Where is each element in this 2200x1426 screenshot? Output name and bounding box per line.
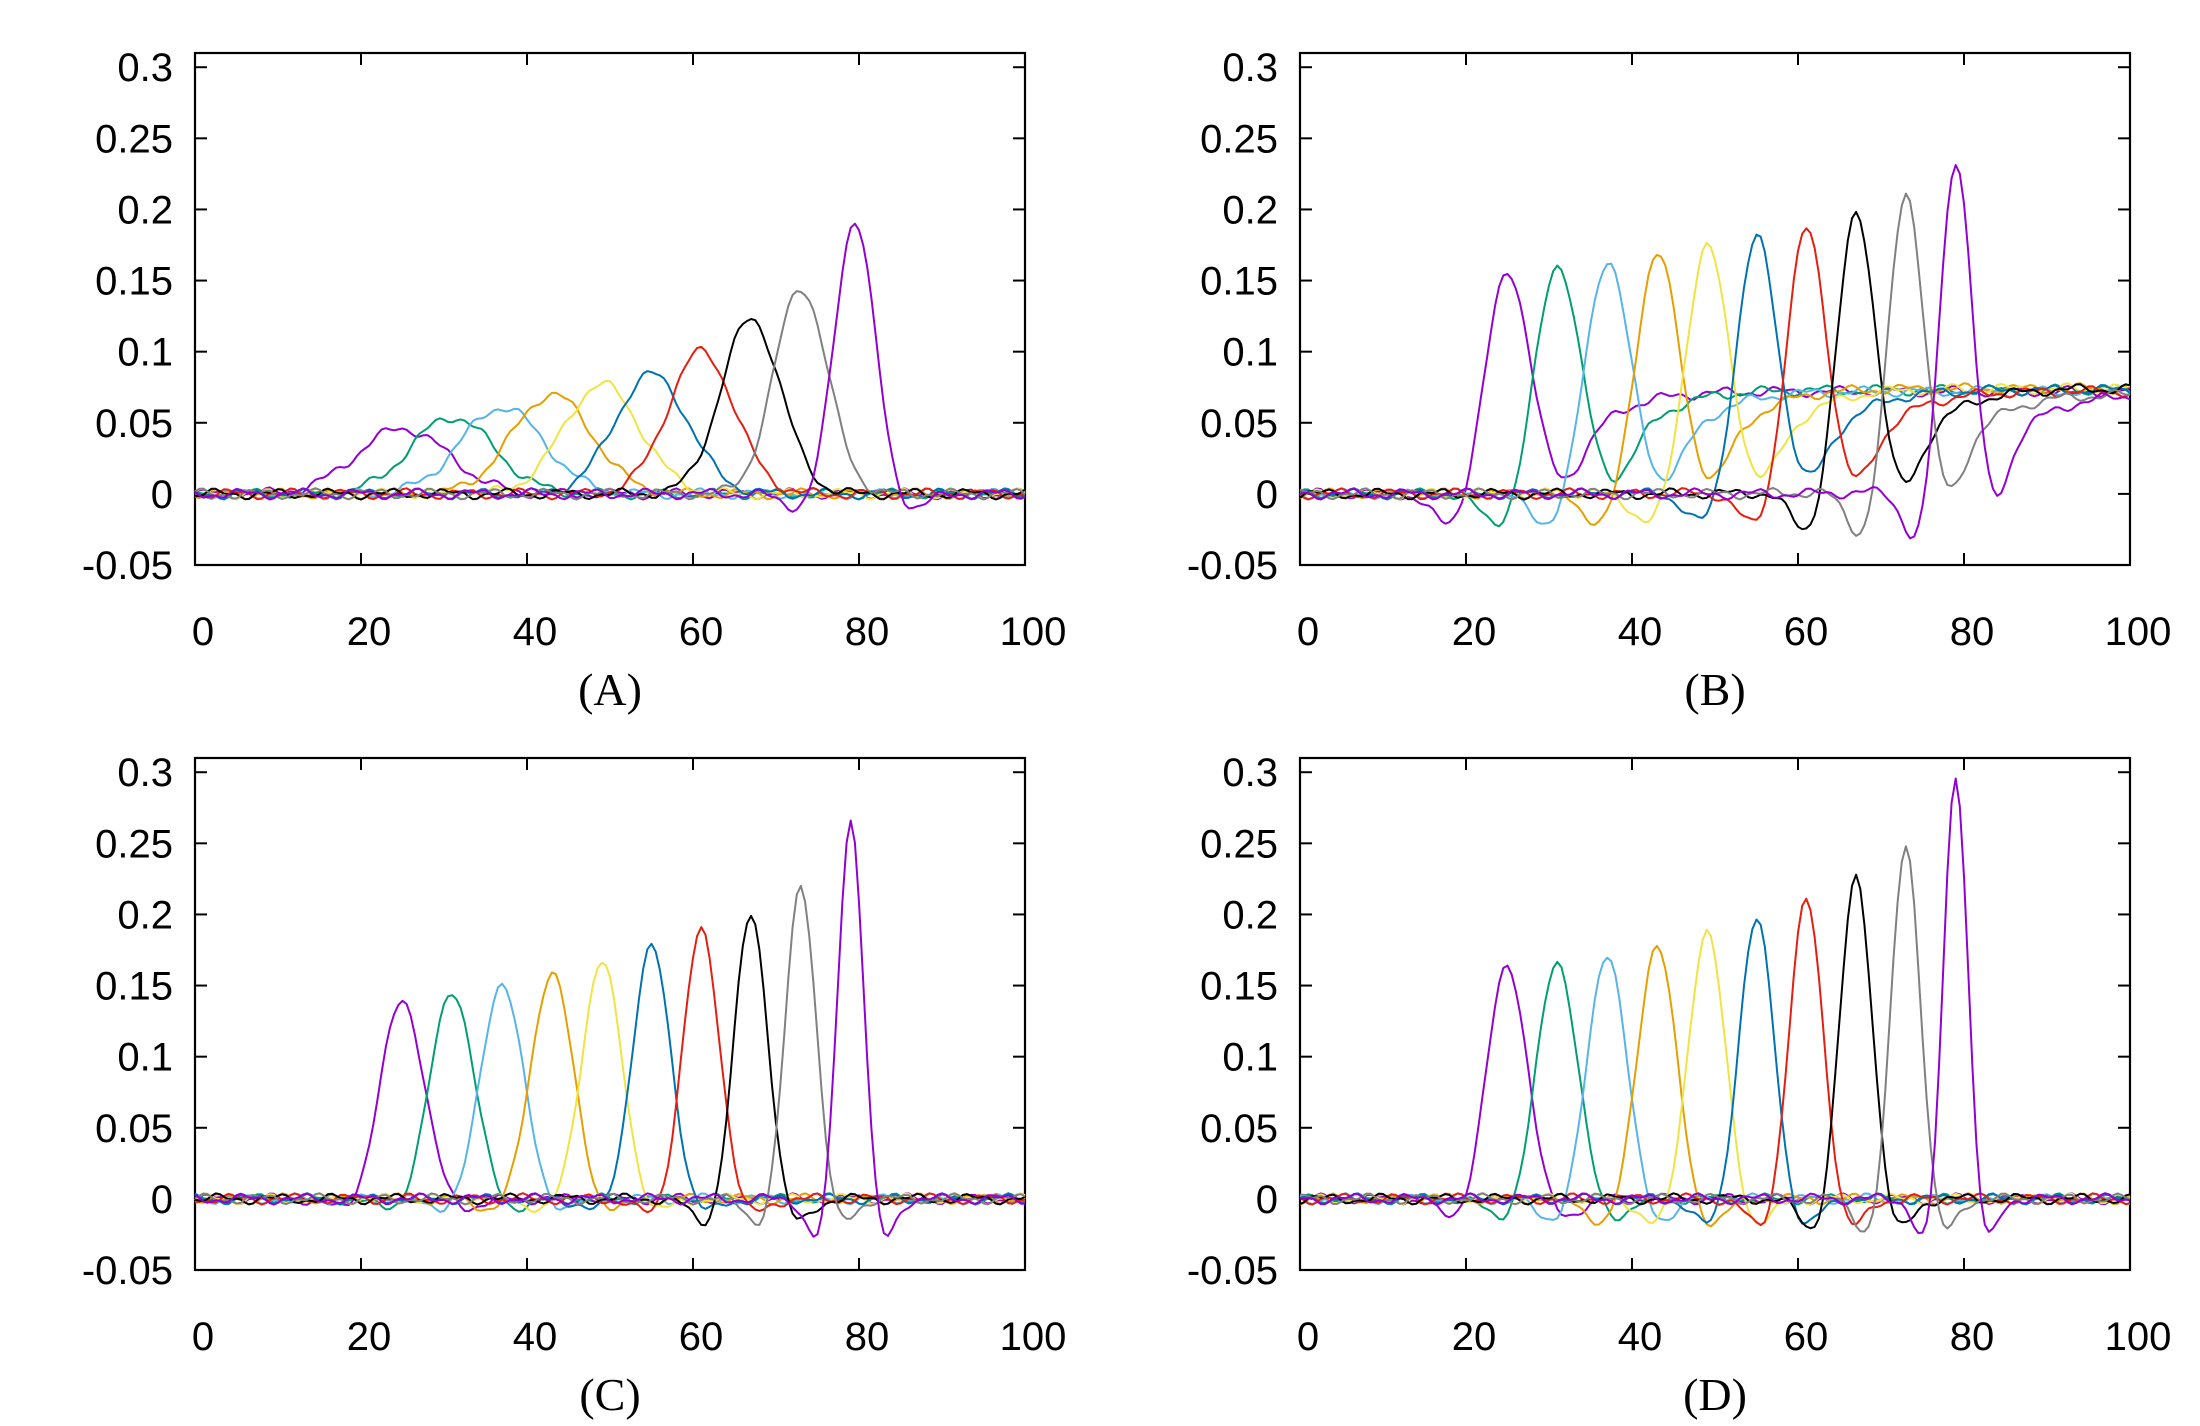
x-tick-label: 80	[845, 1315, 890, 1359]
y-tick-label: 0.25	[95, 822, 173, 866]
panel-label: (C)	[579, 1369, 640, 1420]
series-layer	[194, 819, 1026, 1238]
y-tick-label: 0.15	[95, 965, 173, 1009]
x-tick-label: 80	[1950, 1315, 1995, 1359]
y-tick-label: 0	[1256, 473, 1278, 517]
y-tick-label: 0.15	[1200, 260, 1278, 304]
panel-d: 0.3 0.25 0.2 0.15 0.1 0.05 0 -0.05 0 20 …	[1187, 751, 2172, 1420]
y-tick-label: 0.2	[117, 188, 173, 232]
axis-ticks	[1299, 53, 2131, 566]
series-line-s10	[1299, 777, 2131, 1234]
series-line-s9	[1299, 192, 2131, 537]
y-tick-labels: 0.3 0.25 0.2 0.15 0.1 0.05 0 -0.05	[1187, 46, 1278, 588]
series-line-s9	[194, 884, 1026, 1226]
y-tick-label: 0.1	[117, 331, 173, 375]
series-layer	[1299, 164, 2131, 540]
y-tick-label: -0.05	[1187, 1249, 1278, 1293]
x-tick-labels: 0 20 40 60 80 100	[192, 610, 1067, 654]
y-tick-label: 0.1	[117, 1036, 173, 1080]
x-tick-label: 60	[679, 1315, 724, 1359]
x-tick-label: 40	[513, 1315, 558, 1359]
y-tick-label: -0.05	[1187, 544, 1278, 588]
series-line-s10	[194, 222, 1026, 513]
plot-frame	[1298, 756, 2132, 1272]
x-tick-label: 100	[1000, 1315, 1067, 1359]
x-tick-label: 60	[1784, 1315, 1829, 1359]
x-tick-label: 0	[192, 1315, 214, 1359]
series-line-s10	[194, 819, 1026, 1238]
series-line-s9	[194, 290, 1026, 501]
x-tick-label: 40	[1618, 1315, 1663, 1359]
y-tick-label: 0.05	[1200, 1107, 1278, 1151]
series-line-s5	[1299, 928, 2131, 1226]
y-tick-label: 0.3	[117, 46, 173, 90]
panel-b: 0.3 0.25 0.2 0.15 0.1 0.05 0 -0.05 0 20 …	[1187, 46, 2172, 715]
series-line-s8	[194, 318, 1026, 501]
x-tick-label: 0	[1297, 610, 1319, 654]
y-tick-label: 0.05	[95, 1107, 173, 1151]
y-tick-label: 0.3	[1222, 46, 1278, 90]
y-tick-labels: 0.3 0.25 0.2 0.15 0.1 0.05 0 -0.05	[82, 46, 173, 588]
series-line-s7	[194, 345, 1026, 501]
plot-frame	[1298, 51, 2132, 567]
y-tick-label: 0.2	[1222, 893, 1278, 937]
x-tick-labels: 0 20 40 60 80 100	[1297, 610, 2172, 654]
x-tick-label: 100	[2105, 1315, 2172, 1359]
y-tick-label: 0.05	[1200, 402, 1278, 446]
y-tick-label: 0.3	[1222, 751, 1278, 795]
y-tick-label: 0	[1256, 1178, 1278, 1222]
x-tick-labels: 0 20 40 60 80 100	[192, 1315, 1067, 1359]
x-tick-label: 20	[1452, 610, 1497, 654]
x-tick-label: 60	[1784, 610, 1829, 654]
y-tick-label: 0.25	[1200, 822, 1278, 866]
y-tick-label: -0.05	[82, 1249, 173, 1293]
y-tick-label: 0.2	[117, 893, 173, 937]
y-tick-label: 0.2	[1222, 188, 1278, 232]
y-tick-label: 0.1	[1222, 1036, 1278, 1080]
x-tick-label: 40	[1618, 610, 1663, 654]
y-tick-label: 0	[151, 1178, 173, 1222]
x-tick-label: 0	[192, 610, 214, 654]
axis-ticks	[194, 53, 1026, 566]
y-tick-label: -0.05	[82, 544, 173, 588]
panel-label: (B)	[1684, 664, 1745, 715]
x-tick-label: 100	[2105, 610, 2172, 654]
panel-label: (D)	[1683, 1369, 1747, 1420]
y-tick-label: 0.25	[1200, 117, 1278, 161]
y-tick-labels: 0.3 0.25 0.2 0.15 0.1 0.05 0 -0.05	[82, 751, 173, 1293]
x-tick-label: 0	[1297, 1315, 1319, 1359]
series-line-s9	[1299, 845, 2131, 1233]
plot-frame	[193, 51, 1027, 567]
x-tick-label: 60	[679, 610, 724, 654]
panel-a: 0.3 0.25 0.2 0.15 0.1 0.05 0 -0.05 0 20 …	[82, 46, 1067, 715]
series-line-s10	[1299, 164, 2131, 540]
x-tick-label: 100	[1000, 610, 1067, 654]
y-tick-label: 0.15	[95, 260, 173, 304]
series-line-s8	[1299, 210, 2131, 531]
y-tick-label: 0.1	[1222, 331, 1278, 375]
y-tick-label: 0.25	[95, 117, 173, 161]
y-tick-label: 0.3	[117, 751, 173, 795]
x-tick-label: 20	[1452, 1315, 1497, 1359]
y-tick-label: 0.05	[95, 402, 173, 446]
panel-label: (A)	[578, 664, 642, 715]
x-tick-label: 80	[845, 610, 890, 654]
series-layer	[1299, 777, 2131, 1234]
plot-frame	[193, 756, 1027, 1272]
y-tick-labels: 0.3 0.25 0.2 0.15 0.1 0.05 0 -0.05	[1187, 751, 1278, 1293]
axis-ticks	[194, 758, 1026, 1271]
series-line-s5	[1299, 241, 2131, 524]
x-tick-label: 80	[1950, 610, 1995, 654]
y-tick-label: 0.15	[1200, 965, 1278, 1009]
series-layer	[194, 222, 1026, 513]
axis-ticks	[1299, 758, 2131, 1271]
panel-c: 0.3 0.25 0.2 0.15 0.1 0.05 0 -0.05 0 20 …	[82, 751, 1067, 1420]
x-tick-label: 40	[513, 610, 558, 654]
y-tick-label: 0	[151, 473, 173, 517]
x-tick-label: 20	[347, 1315, 392, 1359]
x-tick-label: 20	[347, 610, 392, 654]
x-tick-labels: 0 20 40 60 80 100	[1297, 1315, 2172, 1359]
